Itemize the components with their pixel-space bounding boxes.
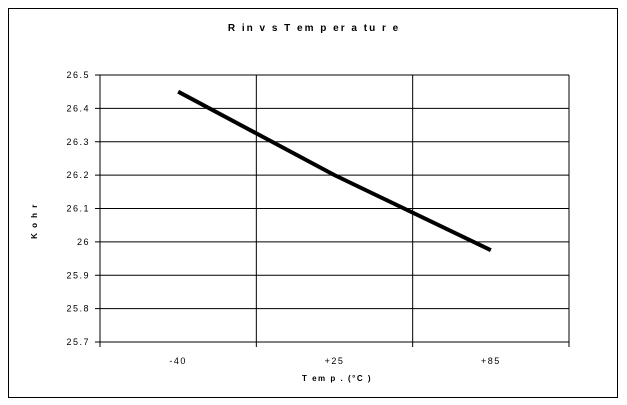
series-layer: [177, 89, 492, 253]
y-tick-label: 25.9: [66, 270, 90, 280]
x-tick-label: -40: [169, 356, 187, 366]
chart-title: R in v s T em p er a tu r e: [228, 23, 400, 34]
y-tick-label: 25.7: [66, 337, 90, 347]
x-axis-ticks: -40 +25 +85: [169, 356, 501, 366]
grid: [95, 74, 570, 347]
y-axis-title: K o h r: [30, 203, 39, 239]
y-tick-label: 26.2: [66, 170, 90, 180]
x-tick-label: +85: [481, 356, 501, 366]
y-axis-ticks: 26.5 26.4 26.3 26.2 26.1 26 25.9 25.8 25.7: [66, 70, 90, 347]
line-chart: R in v s T em p er a tu r e 26.5 26.4 26.3…: [30, 23, 570, 383]
y-tick-label: 26.4: [66, 103, 90, 113]
y-tick-label: 25.8: [66, 304, 90, 314]
y-tick-label: 26.3: [66, 137, 90, 147]
y-tick-label: 26.1: [66, 204, 90, 214]
x-axis-title: T em p . (°C ): [302, 374, 372, 383]
series-line: [177, 89, 492, 253]
y-tick-label: 26: [77, 237, 90, 247]
x-tick-label: +25: [325, 356, 345, 366]
y-tick-label: 26.5: [66, 70, 90, 80]
chart-frame: R in v s T em p er a tu r e 26.5 26.4 26.3…: [8, 8, 618, 398]
